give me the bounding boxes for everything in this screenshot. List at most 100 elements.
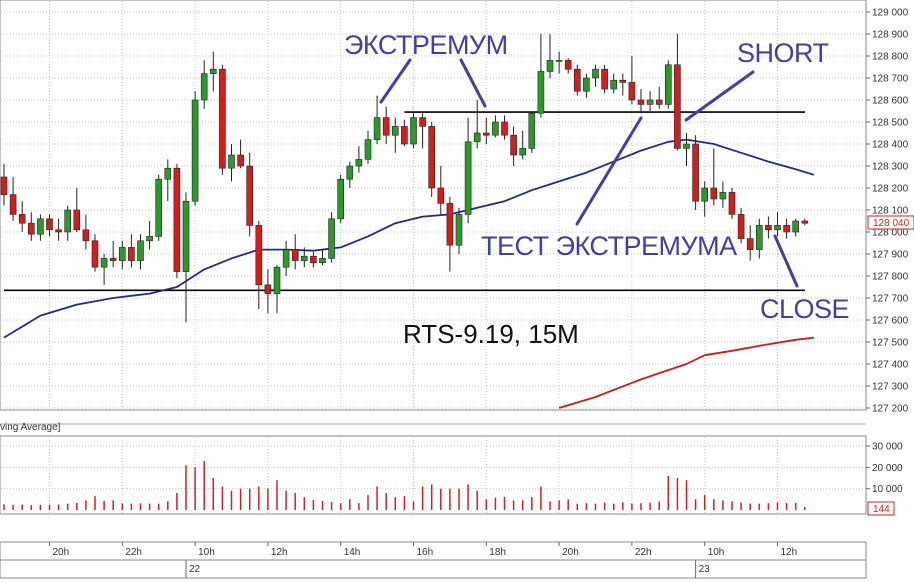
candle-body [646,99,654,105]
annotation-extremum: ЭКСТРЕМУМ [344,30,508,60]
candle-body [655,99,663,105]
candle [100,254,108,285]
candle [510,126,517,166]
indicator-label: ving Average] [0,422,61,433]
last-volume-label: 144 [873,504,890,515]
volume-bars [3,460,806,510]
price-tick-label: 127 900 [872,250,909,261]
candle [801,218,809,226]
candle [55,218,62,241]
candle-body [27,222,35,235]
candle-body [419,117,426,127]
last-price-label: 128 040 [873,218,910,229]
moving-average-red [558,336,815,409]
price-tick-label: 128 400 [872,140,909,151]
candles [0,34,809,323]
annotation-short: SHORT [737,38,829,68]
arrow-close [773,234,799,288]
volume-tick-label: 10 000 [872,484,903,495]
candle [82,214,90,250]
annotation-close: CLOSE [760,294,849,324]
candle-body [282,249,290,268]
price-tick-label: 128 000 [872,228,909,239]
candle [219,64,226,175]
candle [783,218,790,239]
candle-body [701,187,709,202]
candle-body [610,79,618,90]
time-tick-label: 20h [562,547,579,558]
candle [155,174,162,241]
candle-body [692,143,699,202]
candle-body [573,68,581,92]
candle-body [455,214,463,246]
price-tick-label: 128 700 [872,74,909,85]
candle-body [137,240,144,261]
candle [464,117,472,224]
candle-body [100,258,108,268]
candle [109,240,117,268]
price-axis: 127 200 127 300 127 400 127 500 127 600 127 7… [866,8,909,415]
candle [628,56,636,105]
candle-body [155,178,162,237]
candle-body [710,187,718,200]
candle [519,130,527,160]
candle-body [546,60,554,72]
price-tick-label: 128 200 [872,184,909,195]
candle-body [719,192,727,200]
candle [282,240,290,276]
candle [255,221,263,309]
candle-body [55,229,62,233]
candle-body [119,247,126,261]
candle [0,163,8,206]
candle [182,192,190,323]
candle [555,51,563,74]
candle-body [555,60,563,62]
candle [619,73,627,96]
candle-body [410,117,417,145]
price-tick-label: 127 400 [872,360,909,371]
candle [710,148,718,206]
candle [501,115,508,140]
candle [546,34,554,78]
candle [664,60,672,109]
price-tick-label: 128 100 [872,206,909,217]
candle-body [319,258,326,264]
candle [455,207,463,254]
candle-body [18,214,26,224]
candle-body [146,236,153,242]
candle-body [592,68,599,79]
price-tick-label: 128 600 [872,96,909,107]
arrow-extremum-right [459,58,487,108]
candle-body [255,225,263,286]
candle-body [464,141,472,215]
candle-body [164,167,172,180]
candle [228,144,235,182]
annotation-extremum-test: ТЕСТ ЭКСТРЕМУМА [481,231,737,261]
price-tick-label: 128 900 [872,30,909,41]
candle [446,196,454,272]
candle-body [346,165,354,180]
candle-body [528,112,536,149]
candle-body [674,64,681,149]
candle [164,159,172,202]
candle-body [728,192,736,215]
candle [646,91,654,111]
candle [9,177,17,221]
candle [64,205,71,241]
candle-body [519,148,527,156]
price-tick-label: 128 500 [872,118,909,129]
candle [774,212,781,237]
price-tick-label: 127 500 [872,338,909,349]
candle-body [64,209,71,233]
candle-body [46,218,53,231]
candle-body [619,79,627,83]
volume-panel [0,435,867,515]
candle [692,135,699,210]
price-tick-label: 127 200 [872,404,909,415]
candle [300,247,308,268]
candle [728,188,736,219]
price-tick-label: 127 600 [872,316,909,327]
candle [146,221,153,250]
candle [391,117,399,153]
candle-body [109,258,117,261]
